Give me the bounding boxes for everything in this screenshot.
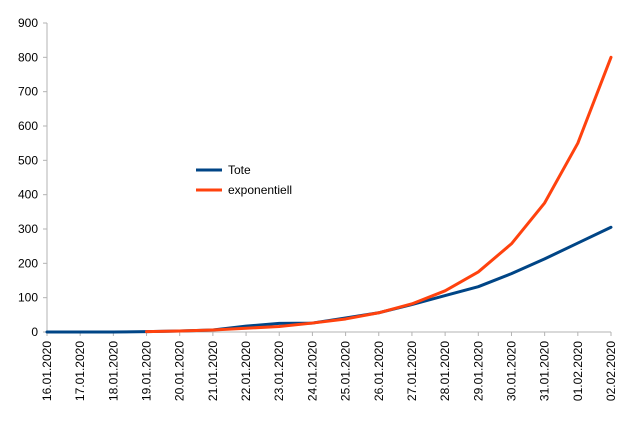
- x-tick-label: 30.01.2020: [504, 341, 518, 401]
- y-tick-label: 800: [18, 50, 38, 64]
- y-tick-label: 500: [18, 153, 38, 167]
- x-tick-label: 31.01.2020: [538, 341, 552, 401]
- y-axis: 0 100 200 300 400 500 600 700 800 900: [18, 16, 48, 339]
- y-tick-label: 700: [18, 85, 38, 99]
- x-tick-label: 18.01.2020: [106, 341, 120, 401]
- x-tick-label: 20.01.2020: [173, 341, 187, 401]
- series-layer: [45, 55, 613, 334]
- x-tick-label: 22.01.2020: [239, 341, 253, 401]
- x-tick-label: 27.01.2020: [405, 341, 419, 401]
- y-tick-label: 100: [18, 291, 38, 305]
- x-tick-label: 26.01.2020: [372, 341, 386, 401]
- x-tick-label: 02.02.2020: [604, 341, 618, 401]
- x-tick-label: 25.01.2020: [339, 341, 353, 401]
- y-tick-label: 400: [18, 188, 38, 202]
- legend-label-0: Tote: [228, 163, 251, 177]
- x-tick-label: 01.02.2020: [571, 341, 585, 401]
- x-tick-label: 19.01.2020: [140, 341, 154, 401]
- legend: Tote exponentiell: [190, 158, 300, 202]
- y-tick-label: 900: [18, 16, 38, 30]
- y-tick-label: 600: [18, 119, 38, 133]
- x-tick-label: 16.01.2020: [40, 341, 54, 401]
- x-tick-label: 23.01.2020: [272, 341, 286, 401]
- x-tick-label: 24.01.2020: [305, 341, 319, 401]
- y-tick-label: 200: [18, 256, 38, 270]
- x-tick-label: 29.01.2020: [471, 341, 485, 401]
- y-tick-label: 0: [31, 325, 38, 339]
- x-axis: 16.01.2020 17.01.2020 18.01.2020 19.01.2020…: [40, 331, 618, 401]
- x-tick-label: 28.01.2020: [438, 341, 452, 401]
- legend-box: [190, 158, 300, 202]
- series-line-0: [45, 225, 613, 334]
- x-tick-label: 21.01.2020: [206, 341, 220, 401]
- x-tick-label: 17.01.2020: [73, 341, 87, 401]
- series-line-1: [145, 55, 613, 334]
- legend-label-1: exponentiell: [228, 183, 292, 197]
- y-tick-label: 300: [18, 222, 38, 236]
